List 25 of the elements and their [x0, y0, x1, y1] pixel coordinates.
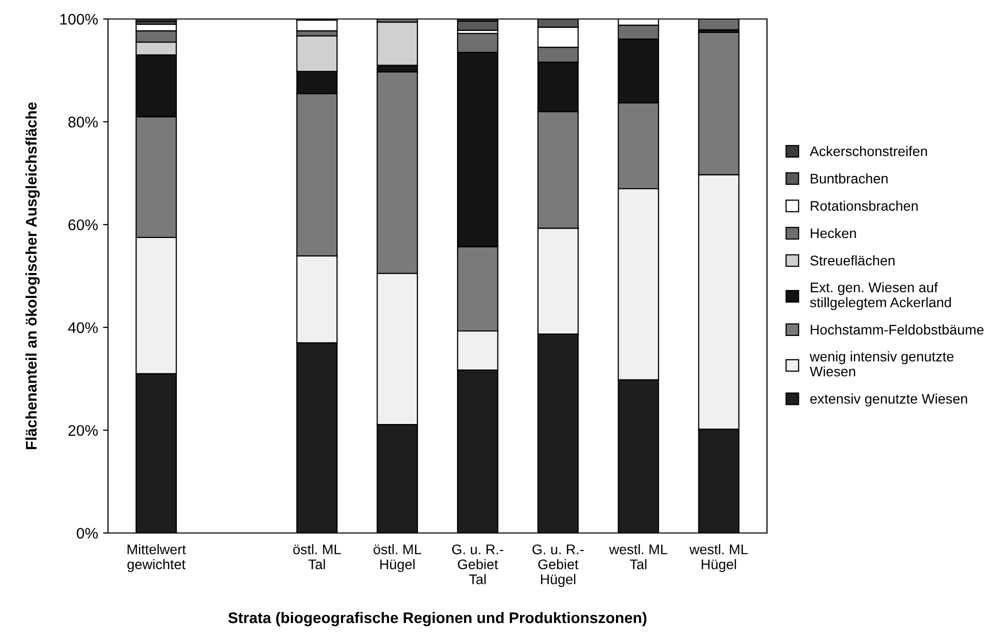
y-tick-label: 40%: [68, 322, 98, 334]
y-tick-label: 100%: [60, 14, 98, 25]
x-tick-label: G. u. R.- Gebiet Tal: [452, 544, 504, 584]
legend-label: Ackerschonstreifen: [810, 146, 927, 156]
x-tick-label: G. u. R.- Gebiet Hügel: [532, 544, 584, 587]
bar: [457, 20, 498, 31]
x-tick-label: östl. ML Hügel: [374, 544, 422, 572]
x-tick-label: östl. ML Tal: [293, 544, 341, 570]
legend-label: Streueflächen: [810, 255, 895, 266]
x-tick-label: westl. ML Hügel: [689, 544, 748, 572]
legend-label: Hochstamm-Feldobstbäume: [810, 324, 984, 335]
x-tick-label: westl. ML Tal: [609, 544, 668, 570]
y-tick-label: 80%: [68, 116, 98, 128]
y-axis-title: Flächenanteil an ökologischer Ausgleichsfläche: [25, 102, 40, 450]
x-axis-title: Strata (biogeografische Regionen und Produktionszonen): [228, 612, 646, 626]
legend-label: Buntbrachen: [810, 173, 888, 184]
legend-label: wenig intensiv genutzte Wiesen: [810, 351, 954, 376]
legend-label: extensiv genutzte Wiesen: [810, 394, 968, 406]
y-tick-label: 0%: [76, 528, 98, 539]
legend-label: Hecken: [810, 228, 856, 238]
legend-label: Rotationsbrachen: [810, 200, 918, 211]
x-tick-label: Mittelwert gewichtet: [127, 544, 186, 572]
y-tick-label: 60%: [68, 219, 98, 230]
legend-label: Ext. gen. Wiesen auf stillgelegtem Ackerland: [810, 282, 951, 310]
y-tick-label: 20%: [68, 425, 98, 436]
